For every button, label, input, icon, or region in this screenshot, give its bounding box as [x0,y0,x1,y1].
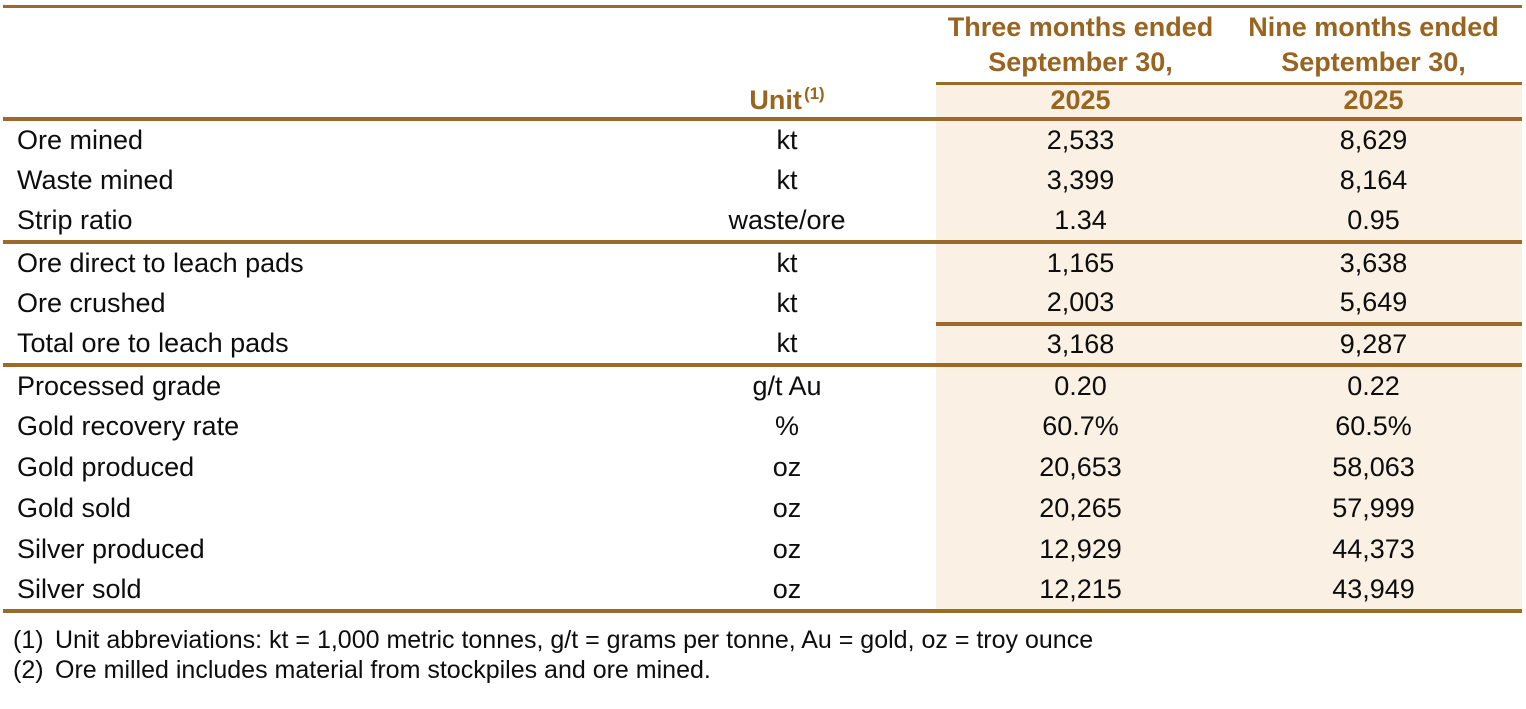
footnote-text: Unit abbreviations: kt = 1,000 metric to… [55,625,1094,654]
row-label: Gold sold [17,492,132,523]
row-unit: kt [776,247,798,278]
row-unit: oz [638,569,936,613]
table-row-gold-sold: Gold sold oz 20,265 57,999 [3,487,1522,529]
row-unit: kt [638,323,936,367]
table-row-total-ore-to-leach-pads: Total ore to leach pads kt 3,168 9,287 [3,323,1522,367]
footnotes: (1) Unit abbreviations: kt = 1,000 metri… [3,625,1526,685]
period-line1: Nine months ended [1248,12,1499,43]
footnote-1: (1) Unit abbreviations: kt = 1,000 metri… [3,625,1526,655]
nine-months-period-header: Nine months ended September 30, [1225,5,1522,85]
nine-months-year-header: 2025 [1225,83,1522,121]
row-label: Processed grade [17,370,222,401]
row-label: Silver sold [3,569,638,613]
unit-column-header: Unit (1) [638,83,936,121]
footnote-2: (2) Ore milled includes material from st… [3,655,1526,685]
row-three-months-value: 20,265 [936,487,1225,529]
row-three-months-value: 20,653 [936,446,1225,488]
row-unit: oz [772,451,802,482]
row-three-months-value: 12,215 [936,569,1225,613]
row-three-months-value: 1.34 [936,200,1225,244]
row-three-months-value: 0.20 [936,364,1225,406]
table-row-silver-sold: Silver sold oz 12,215 43,949 [3,569,1522,613]
empty-label-header [3,83,638,121]
row-unit: g/t Au [752,370,822,401]
footnote-marker: (1) [13,625,44,654]
table-row-processed-grade: Processed grade g/t Au 0.20 0.22 [3,364,1522,406]
row-label: Waste mined [17,164,174,195]
row-nine-months-value: 8,629 [1225,118,1522,160]
period-line2: September 30, [1281,47,1466,77]
row-nine-months-value: 57,999 [1225,487,1522,529]
footnote-text: Ore milled includes material from stockp… [55,655,711,684]
row-unit: kt [776,124,798,155]
period-line1: Three months ended [947,12,1214,43]
production-statistics-sheet: Three months ended September 30, Nine mo… [3,5,1526,685]
row-unit: oz [772,492,802,523]
row-unit: oz [772,533,802,564]
row-label: Silver produced [17,533,205,564]
row-nine-months-value: 58,063 [1225,446,1522,488]
table-row-gold-recovery-rate: Gold recovery rate % 60.7% 60.5% [3,405,1522,447]
empty-unit-header [638,5,936,84]
row-three-months-value: 12,929 [936,528,1225,570]
unit-footnote-marker: (1) [804,83,825,103]
row-label: Ore direct to leach pads [17,247,304,278]
table-row-gold-produced: Gold produced oz 20,653 58,063 [3,446,1522,488]
production-statistics-table: Three months ended September 30, Nine mo… [3,5,1522,613]
row-three-months-value: 1,165 [936,241,1225,283]
table-row-ore-mined: Ore mined kt 2,533 8,629 [3,118,1522,160]
row-unit: % [774,410,799,441]
table-row-ore-crushed: Ore crushed kt 2,003 5,649 [3,282,1522,326]
row-nine-months-value: 9,287 [1225,323,1522,367]
row-nine-months-value: 0.22 [1225,364,1522,406]
row-three-months-value: 2,533 [936,118,1225,160]
row-label: Strip ratio [3,200,638,244]
row-nine-months-value: 0.95 [1225,200,1522,244]
period-header-row: Three months ended September 30, Nine mo… [3,5,1522,85]
period-line2: September 30, [988,47,1173,77]
row-three-months-value: 3,399 [936,159,1225,201]
row-label: Gold produced [17,451,195,482]
row-nine-months-value: 5,649 [1225,282,1522,326]
row-unit: kt [776,164,798,195]
row-three-months-value: 60.7% [936,405,1225,447]
table-row-ore-direct-to-leach-pads: Ore direct to leach pads kt 1,165 3,638 [3,241,1522,283]
table-row-waste-mined: Waste mined kt 3,399 8,164 [3,159,1522,201]
unit-header-label: Unit [749,84,802,115]
row-nine-months-value: 43,949 [1225,569,1522,613]
year-header-row: Unit (1) 2025 2025 [3,83,1522,121]
table-row-strip-ratio: Strip ratio waste/ore 1.34 0.95 [3,200,1522,244]
row-label: Ore crushed [17,287,166,318]
row-label: Total ore to leach pads [3,323,638,367]
row-label: Gold recovery rate [17,410,240,441]
row-three-months-value: 2,003 [936,282,1225,326]
table-row-silver-produced: Silver produced oz 12,929 44,373 [3,528,1522,570]
row-three-months-value: 3,168 [936,323,1225,367]
footnote-marker: (2) [13,655,44,684]
three-months-period-header: Three months ended September 30, [936,5,1225,85]
row-unit: waste/ore [638,200,936,244]
empty-label-header [3,5,638,84]
three-months-year-header: 2025 [936,83,1225,121]
row-nine-months-value: 8,164 [1225,159,1522,201]
row-unit: kt [776,287,798,318]
row-nine-months-value: 3,638 [1225,241,1522,283]
row-label: Ore mined [17,124,144,155]
row-nine-months-value: 60.5% [1225,405,1522,447]
row-nine-months-value: 44,373 [1225,528,1522,570]
